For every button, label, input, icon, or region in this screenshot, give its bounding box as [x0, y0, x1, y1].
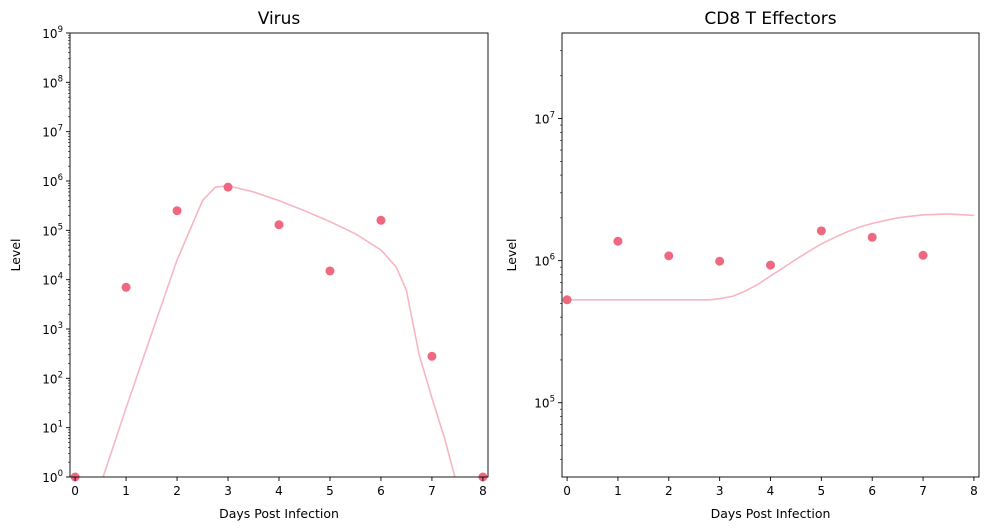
virus-x-tick-label: 1: [122, 484, 130, 498]
cd8-axes-frame: [561, 32, 980, 478]
cd8-data-point: [867, 232, 877, 242]
cd8-data-point: [715, 256, 725, 266]
virus-x-axis-label: Days Post Infection: [219, 506, 339, 521]
virus-x-tick-label: 5: [326, 484, 334, 498]
cd8-y-axis-label: Level: [504, 239, 519, 272]
cd8-x-tick-label: 2: [665, 484, 673, 498]
cd8-data-point: [918, 250, 928, 260]
cd8-x-tick-label: 3: [716, 484, 724, 498]
virus-data-point: [274, 220, 284, 230]
cd8-x-tick-label: 4: [767, 484, 775, 498]
virus-y-tick-label: 109: [42, 25, 63, 41]
virus-y-tick-label: 106: [42, 173, 63, 189]
virus-y-tick-label: 101: [42, 420, 63, 436]
cd8-model-line: [567, 213, 974, 301]
virus-axes-frame: [69, 32, 489, 478]
virus-data-point: [325, 266, 335, 276]
cd8-data-point: [664, 251, 674, 261]
cd8-x-axis-label: Days Post Infection: [711, 506, 831, 521]
virus-chart-title: Virus: [258, 9, 301, 29]
cd8-t-effectors-panel: 0 1 2 3 4 5 6 7 8 105 106 107 CD8 T Effectors Days Po…: [504, 9, 980, 521]
virus-data-point: [427, 351, 437, 361]
cd8-y-tick-label: 106: [534, 253, 555, 269]
virus-x-tick-label: 4: [275, 484, 283, 498]
virus-y-tick-label: 103: [42, 321, 63, 337]
cd8-x-tick-label: 8: [970, 484, 978, 498]
virus-x-tick-label: 6: [377, 484, 385, 498]
virus-y-tick-label: 108: [42, 74, 63, 90]
virus-y-tick-label: 100: [42, 469, 63, 485]
virus-x-tick-label: 0: [71, 484, 79, 498]
virus-data-point: [172, 206, 182, 216]
virus-x-tick-label: 7: [428, 484, 436, 498]
cd8-x-tick-label: 1: [614, 484, 622, 498]
virus-model-line: [102, 184, 456, 477]
virus-panel: 0 1 2 3 4 5 6 7 8 100 101 102 103 104 105 106 107 108 109 V…: [8, 9, 489, 521]
cd8-data-point: [816, 226, 826, 236]
virus-y-tick-label: 102: [42, 370, 63, 386]
cd8-y-tick-label: 105: [534, 395, 555, 411]
virus-y-tick-label: 107: [42, 124, 63, 140]
virus-data-point: [223, 182, 233, 192]
cd8-y-tick-label: 107: [534, 111, 555, 127]
virus-y-axis-label: Level: [8, 239, 23, 272]
cd8-x-tick-label: 5: [818, 484, 826, 498]
cd8-x-tick-label: 6: [868, 484, 876, 498]
cd8-x-tick-label: 0: [563, 484, 571, 498]
cd8-chart-title: CD8 T Effectors: [704, 9, 836, 29]
virus-data-point: [121, 282, 131, 292]
cd8-data-point: [562, 295, 572, 305]
virus-data-point: [376, 215, 386, 225]
virus-x-tick-label: 2: [173, 484, 181, 498]
virus-x-tick-label: 8: [479, 484, 487, 498]
cd8-data-point: [613, 236, 623, 246]
virus-y-tick-label: 104: [42, 272, 63, 288]
virus-y-tick-label: 105: [42, 222, 63, 238]
cd8-x-tick-label: 7: [919, 484, 927, 498]
virus-x-tick-label: 3: [224, 484, 232, 498]
cd8-data-point: [766, 260, 775, 270]
